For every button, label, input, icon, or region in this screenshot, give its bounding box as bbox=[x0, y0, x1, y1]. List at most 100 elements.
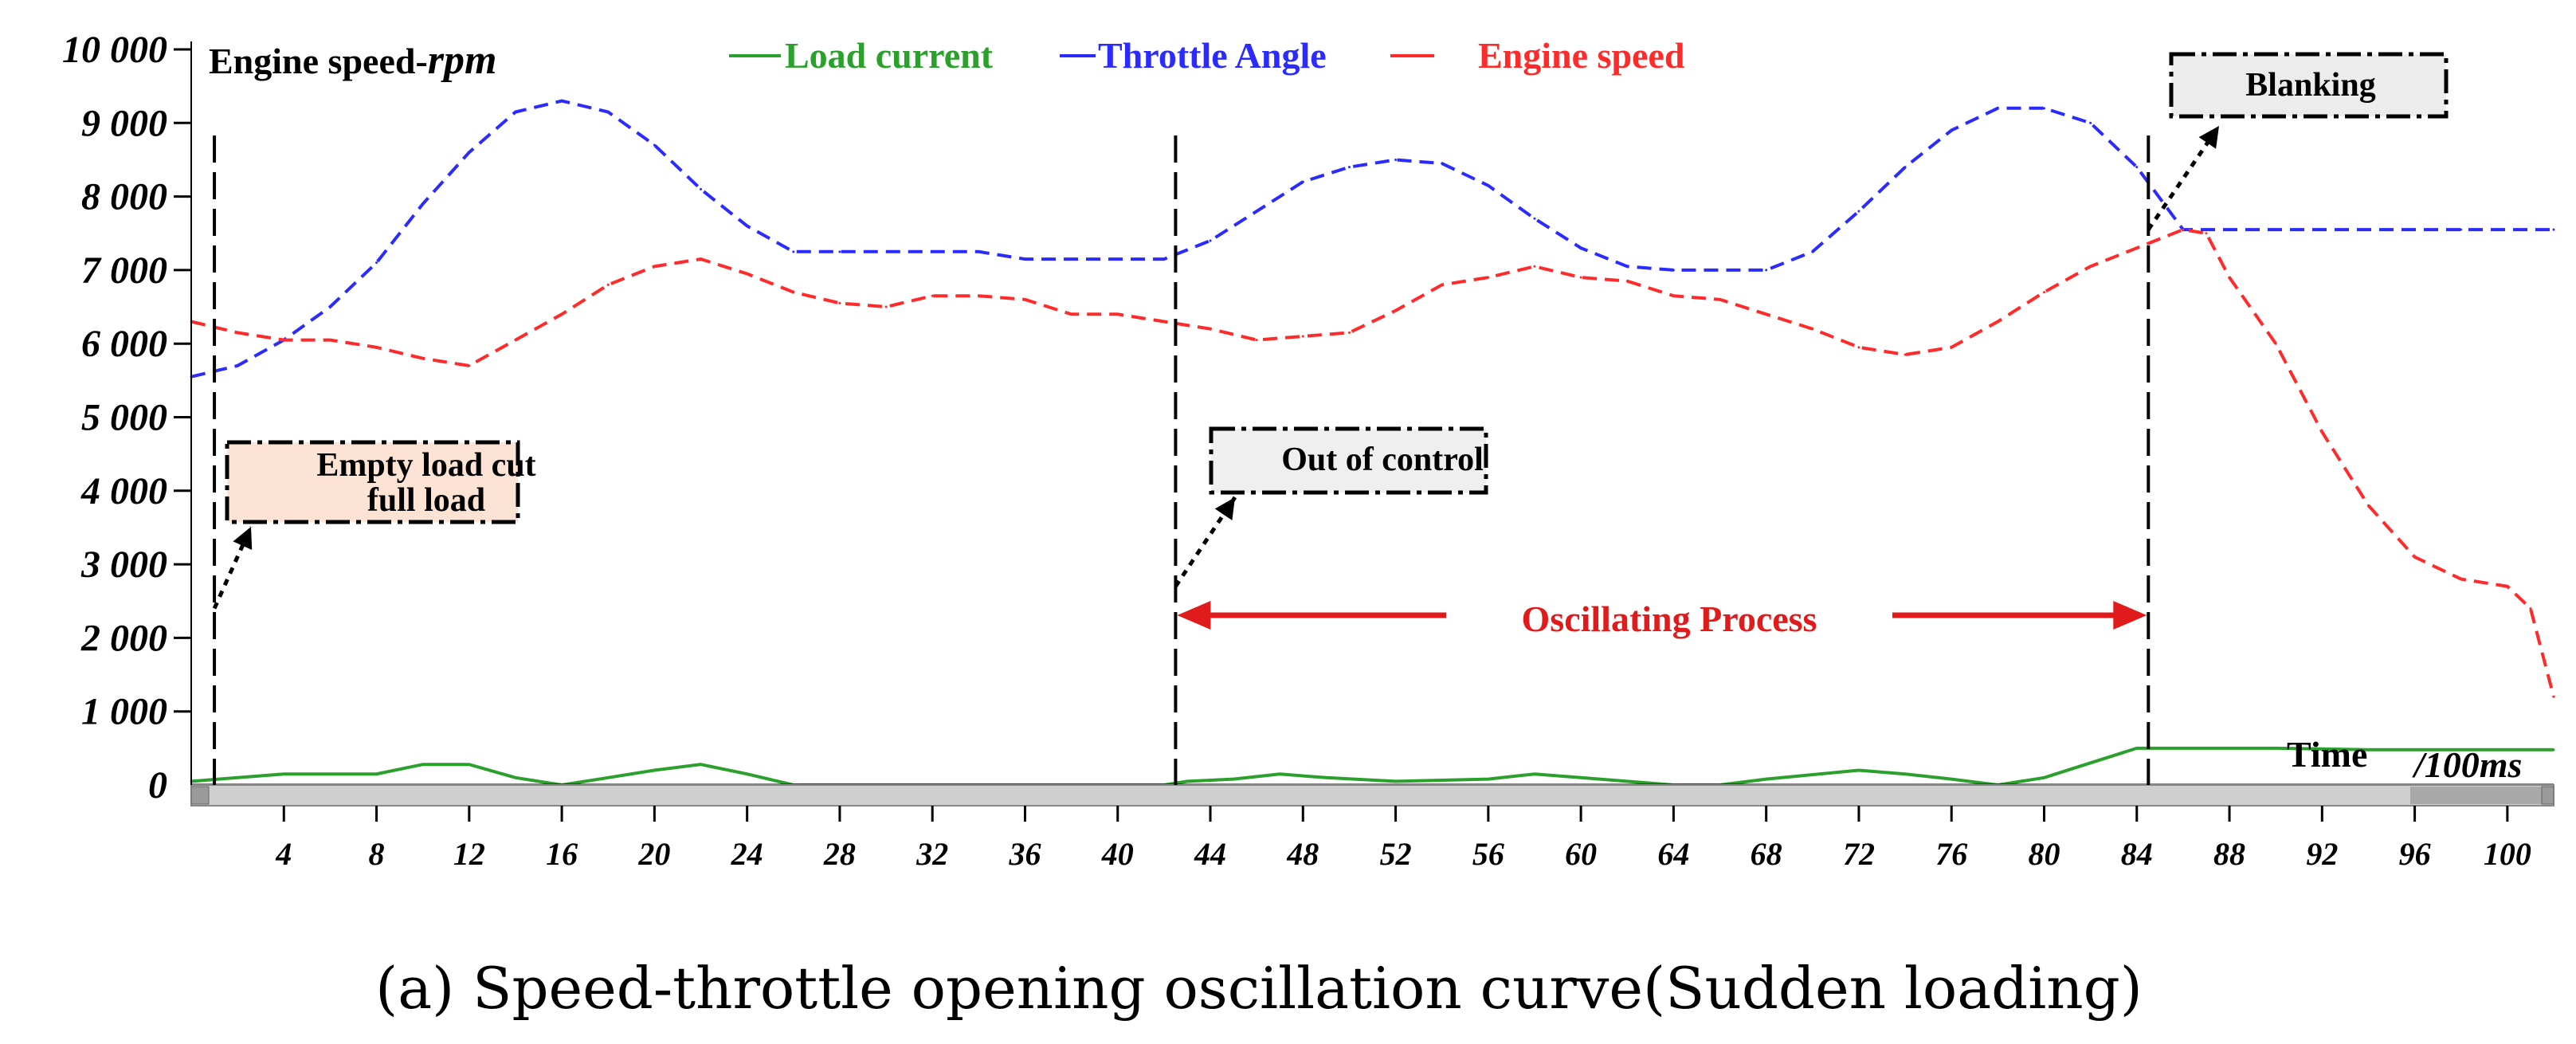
data-point bbox=[1116, 312, 1119, 316]
data-point bbox=[1347, 331, 1351, 334]
data-point bbox=[2552, 748, 2555, 752]
data-point bbox=[2205, 232, 2208, 235]
data-point bbox=[2366, 748, 2370, 752]
legend-item-throttle-angle: Throttle Angle bbox=[1060, 35, 1327, 76]
data-point bbox=[1950, 778, 1953, 781]
data-point bbox=[1163, 320, 1166, 324]
series-load-current bbox=[190, 746, 2555, 787]
y-tick-label: 4 000 bbox=[80, 470, 167, 512]
data-point bbox=[1765, 312, 1768, 316]
x-tick-label: 92 bbox=[2306, 836, 2338, 872]
data-point bbox=[1301, 335, 1304, 338]
data-point bbox=[421, 763, 425, 766]
data-point bbox=[1533, 217, 1536, 220]
data-point bbox=[2135, 747, 2139, 750]
data-point bbox=[236, 776, 239, 779]
y-tick-label: 8 000 bbox=[81, 176, 167, 218]
data-point bbox=[560, 312, 563, 316]
data-point bbox=[700, 187, 703, 190]
data-point bbox=[2182, 747, 2185, 750]
data-point bbox=[375, 346, 378, 349]
series-throttle-angle bbox=[190, 99, 2555, 379]
data-point bbox=[2366, 228, 2370, 231]
x-tick-label: 88 bbox=[2213, 836, 2245, 872]
arrowhead-right bbox=[2113, 601, 2147, 630]
x-tick-label: 80 bbox=[2028, 836, 2060, 872]
data-point bbox=[1394, 779, 1398, 783]
data-point bbox=[1255, 339, 1258, 342]
y-tick-label: 0 bbox=[148, 764, 167, 807]
data-point bbox=[514, 776, 517, 779]
series-line bbox=[190, 228, 2555, 697]
data-point bbox=[1163, 257, 1166, 261]
data-point bbox=[1579, 276, 1582, 279]
series-line bbox=[190, 99, 2554, 379]
data-point bbox=[1765, 778, 1768, 781]
x-tick-label: 64 bbox=[1657, 836, 1689, 872]
data-point bbox=[606, 110, 610, 113]
data-point bbox=[1116, 257, 1119, 261]
data-point bbox=[2460, 578, 2463, 581]
data-point bbox=[746, 225, 749, 228]
x-tick-label: 8 bbox=[369, 836, 385, 872]
annotation-blanking: Blanking bbox=[2147, 52, 2449, 231]
data-point bbox=[1579, 776, 1582, 779]
data-point bbox=[931, 250, 934, 253]
x-axis-unit: /100ms bbox=[2412, 744, 2522, 785]
y-tick-label: 3 000 bbox=[80, 544, 167, 586]
annotation-box bbox=[225, 440, 520, 524]
data-point bbox=[2135, 246, 2139, 249]
y-tick-label: 2 000 bbox=[80, 617, 167, 659]
data-point bbox=[2042, 291, 2045, 294]
data-point bbox=[1487, 184, 1490, 187]
data-point bbox=[2042, 776, 2045, 779]
data-point bbox=[421, 357, 425, 360]
data-point bbox=[2089, 121, 2092, 124]
data-point bbox=[2274, 342, 2277, 345]
data-point bbox=[1023, 257, 1026, 261]
data-point bbox=[1533, 772, 1536, 775]
legend-item-engine-speed: Engine speed bbox=[1390, 35, 1685, 76]
scrollbar-track bbox=[190, 784, 2554, 807]
legend-label: Engine speed bbox=[1478, 35, 1685, 76]
data-point bbox=[653, 769, 656, 772]
data-point bbox=[884, 305, 888, 308]
data-point bbox=[1904, 166, 1907, 169]
series-engine-speed bbox=[190, 228, 2555, 698]
x-tick-label: 60 bbox=[1565, 836, 1597, 872]
arrowhead-left bbox=[1177, 601, 1211, 630]
data-point bbox=[1209, 239, 1212, 242]
annotation-arrow bbox=[1174, 496, 1237, 588]
data-point bbox=[468, 763, 471, 766]
y-tick-label: 5 000 bbox=[81, 397, 167, 439]
x-tick-label: 84 bbox=[2121, 836, 2153, 872]
data-point bbox=[1441, 162, 1444, 165]
data-point bbox=[1811, 328, 1814, 331]
data-point bbox=[606, 283, 610, 286]
data-point bbox=[1347, 166, 1351, 169]
data-point bbox=[2274, 228, 2277, 231]
oscillating-label: Oscillating Process bbox=[1522, 599, 1817, 639]
annotation-arrowhead bbox=[2198, 126, 2219, 149]
data-point bbox=[1232, 778, 1235, 781]
data-point bbox=[1278, 772, 1281, 775]
x-tick-label: 24 bbox=[731, 836, 763, 872]
data-point bbox=[1996, 107, 1999, 110]
y-axis-title: Engine speed-rpm bbox=[209, 37, 496, 83]
data-point bbox=[468, 364, 471, 367]
data-point bbox=[1487, 778, 1490, 781]
data-point bbox=[2135, 166, 2139, 169]
oscillating-process: Oscillating Process bbox=[1177, 599, 2147, 639]
y-tick-label: 9 000 bbox=[81, 102, 167, 144]
data-point bbox=[746, 772, 749, 775]
legend-label: Load current bbox=[785, 35, 994, 76]
annotation-text: Blanking bbox=[2245, 67, 2375, 104]
data-point bbox=[1950, 129, 1953, 132]
data-point bbox=[468, 151, 471, 154]
data-point bbox=[1625, 265, 1629, 268]
annotation-arrow bbox=[212, 525, 253, 610]
data-point bbox=[1579, 246, 1582, 249]
data-point bbox=[2460, 748, 2463, 752]
